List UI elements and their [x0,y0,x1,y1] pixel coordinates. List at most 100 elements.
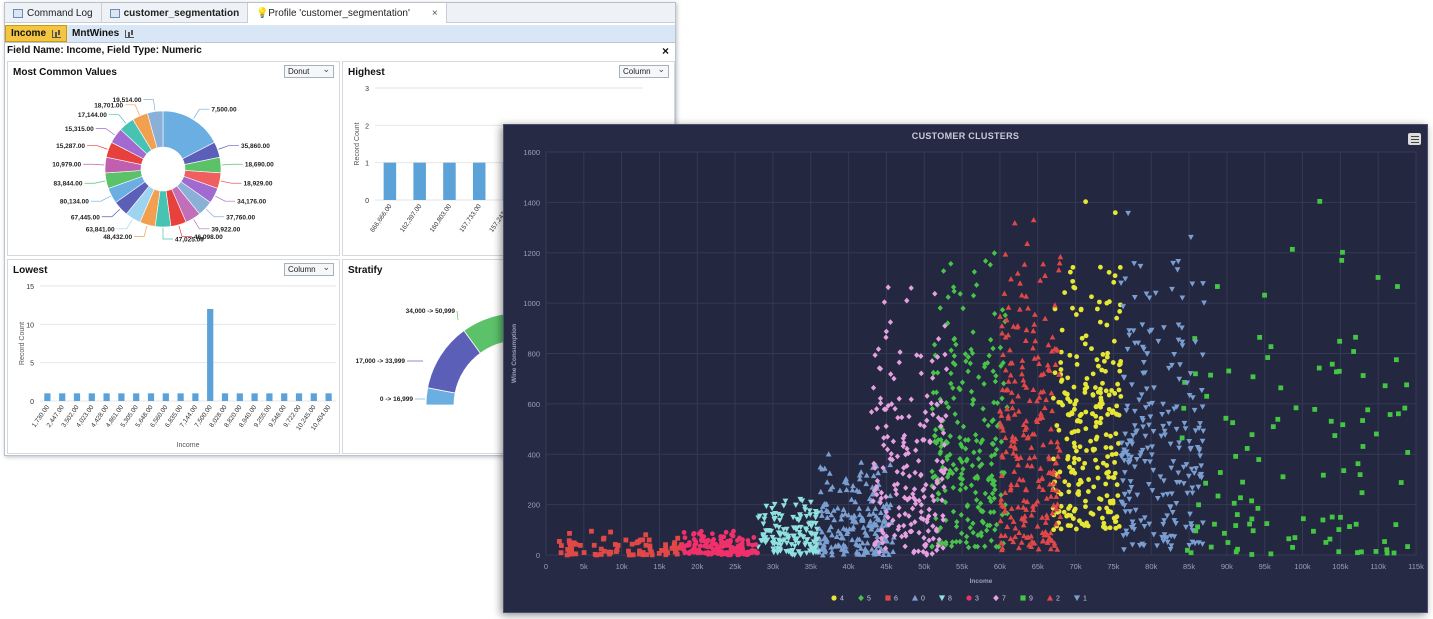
data-point [953,538,959,545]
chart-type-select[interactable]: Donut [284,64,334,78]
x-tick-label: 105k [1332,562,1349,571]
data-point [999,323,1005,329]
data-point [1070,264,1076,270]
data-point [1029,503,1036,509]
data-point [777,532,783,539]
data-point [647,546,653,552]
data-point [1132,507,1139,514]
data-point [873,484,880,491]
data-point [1199,541,1206,547]
data-point [623,537,629,543]
data-point [841,478,848,485]
data-point [1031,431,1038,437]
data-point [1073,398,1079,404]
data-point [1317,198,1323,204]
data-point [999,423,1005,429]
tab-label: Profile 'customer_segmentation' [268,7,410,19]
data-point [902,511,908,517]
data-point [1158,433,1165,439]
data-point [725,552,731,558]
data-point [1099,515,1105,521]
data-point [1086,477,1092,482]
data-point [1058,349,1064,355]
data-point [1141,515,1148,521]
data-point [1169,286,1175,293]
data-point [998,540,1004,546]
data-point [1053,459,1060,465]
chart-type-select[interactable]: Column [619,64,669,78]
data-point [1037,410,1044,416]
data-point [1066,489,1072,495]
tab-command-log[interactable]: Command Log [5,3,102,23]
data-point [896,395,902,402]
data-point [970,329,976,335]
data-point [1179,295,1186,301]
data-point [1095,465,1100,471]
data-point [1054,546,1061,552]
data-point [567,540,572,546]
data-point [1106,474,1112,480]
data-point [1051,480,1057,486]
field-tab-income[interactable]: Income [5,25,68,42]
data-point [1031,321,1038,327]
data-point [850,524,857,530]
data-point [894,453,901,460]
data-point [571,540,577,546]
data-point [851,512,857,519]
data-point [998,532,1005,538]
data-point [859,540,866,546]
data-point [1098,264,1103,270]
data-point [1157,474,1164,480]
data-point [1022,337,1029,343]
data-point [948,347,954,354]
field-tab-mntwines[interactable]: MntWines [67,25,139,42]
data-point [1192,428,1199,434]
data-point [866,495,873,502]
data-point [1058,379,1064,384]
data-point [1168,491,1175,497]
data-point [1002,434,1009,441]
data-point [883,423,889,430]
data-point [807,512,814,518]
slice-label: 17,144.00 [78,112,107,119]
data-point [834,505,841,511]
legend-label: 8 [948,596,952,603]
bar-chart-icon [125,29,135,38]
data-point [930,535,936,542]
data-point [1101,524,1106,530]
data-point [1384,550,1390,556]
data-point [998,438,1005,445]
field-tab-label: Income [11,28,47,39]
data-point [1112,273,1118,279]
data-point [926,513,932,520]
data-point [567,530,572,536]
data-point [1008,276,1014,282]
data-point [854,536,861,542]
legend-label: 4 [840,596,844,603]
close-tab-icon[interactable]: × [431,7,438,19]
data-point [981,364,988,370]
data-point [814,510,821,516]
data-point [885,514,891,521]
data-point [761,516,768,522]
data-point [812,549,819,555]
bar [443,162,456,200]
data-point [962,351,969,357]
data-point [830,507,837,513]
tab-customer-segmentation[interactable]: customer_segmentation [102,3,249,23]
tab-profile[interactable]: 💡 Profile 'customer_segmentation' × [248,3,447,23]
x-tick-label: 20k [691,562,703,571]
slice-label: 47,025.00 [175,237,204,244]
data-point [885,402,891,409]
x-tick-label: 80k [1145,562,1157,571]
data-point [1064,436,1070,442]
data-point [992,310,998,317]
data-point [1023,506,1030,512]
data-point [1167,546,1174,553]
hamburger-menu-icon[interactable] [1408,133,1421,145]
chart-type-select[interactable]: Column [284,262,334,276]
data-point [965,368,971,375]
close-icon[interactable]: × [661,44,669,58]
data-point [885,551,892,557]
data-point [960,466,966,472]
